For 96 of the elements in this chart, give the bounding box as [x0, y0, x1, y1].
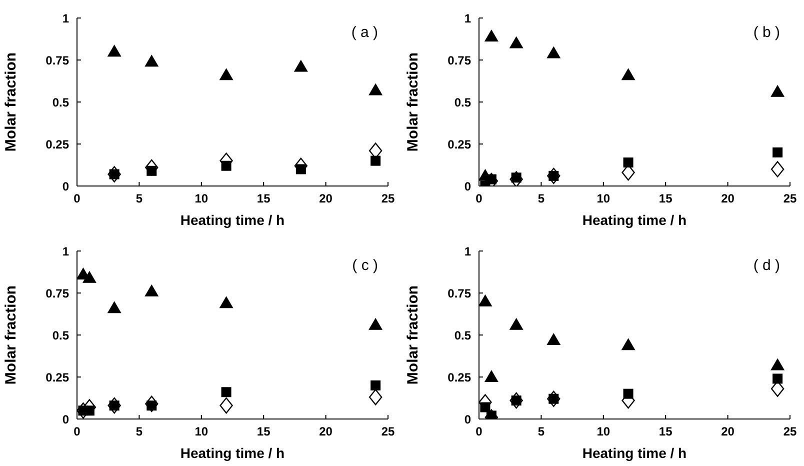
- x-tick-label: 20: [721, 424, 735, 439]
- x-axis-title: Heating time / h: [582, 445, 687, 461]
- point: [108, 166, 121, 182]
- y-axis-title: Molar fraction: [404, 285, 422, 385]
- point: [510, 171, 523, 186]
- x-tick-label: 25: [381, 192, 395, 206]
- y-tick-label: 0: [464, 179, 472, 194]
- y-tick-label: 0.25: [448, 370, 472, 384]
- point: [107, 44, 122, 57]
- point: [294, 60, 308, 72]
- point: [547, 390, 560, 407]
- point: [484, 370, 498, 382]
- y-tick-label: 0.75: [448, 286, 472, 300]
- point: [484, 29, 498, 42]
- x-tick-label: 0: [476, 192, 483, 206]
- y-tick-label: 0.75: [46, 286, 70, 300]
- x-tick-label: 5: [538, 424, 545, 439]
- point: [621, 338, 636, 350]
- x-tick-label: 10: [596, 424, 610, 439]
- x-axis-title: Heating time / h: [582, 212, 687, 228]
- point: [221, 387, 232, 398]
- point: [144, 54, 159, 67]
- point: [82, 270, 96, 283]
- x-tick-label: 5: [136, 192, 143, 206]
- y-tick-label: 0.25: [46, 370, 70, 384]
- point: [368, 318, 383, 330]
- y-tick-label: 1: [62, 244, 70, 258]
- y-tick-label: 0.5: [52, 95, 70, 110]
- x-tick-label: 10: [596, 192, 610, 206]
- x-tick-label: 0: [74, 192, 81, 206]
- annotation: ( c ): [352, 257, 378, 274]
- point: [219, 296, 234, 308]
- y-axis-title: Molar fraction: [2, 52, 20, 152]
- x-tick-label: 20: [319, 192, 333, 206]
- x-tick-label: 25: [381, 424, 395, 439]
- point: [220, 397, 233, 414]
- x-tick-label: 20: [721, 192, 735, 206]
- x-tick-label: 0: [74, 424, 81, 439]
- point: [144, 284, 159, 296]
- x-tick-label: 15: [256, 424, 271, 439]
- point: [772, 374, 783, 384]
- point: [623, 157, 634, 168]
- y-tick-label: 0: [62, 179, 70, 194]
- point: [219, 68, 234, 80]
- y-tick-label: 0.75: [448, 53, 472, 68]
- annotation: ( a ): [351, 24, 378, 41]
- point: [107, 301, 122, 314]
- point: [509, 318, 524, 330]
- point: [772, 147, 783, 158]
- annotation: ( d ): [753, 257, 780, 274]
- y-tick-label: 0.25: [448, 137, 472, 152]
- y-axis-title: Molar fraction: [404, 52, 422, 152]
- point: [479, 294, 492, 306]
- x-tick-label: 10: [194, 192, 208, 206]
- point: [621, 68, 636, 80]
- point: [509, 36, 524, 48]
- point: [145, 396, 158, 412]
- x-tick-label: 5: [538, 192, 545, 206]
- point: [546, 333, 561, 346]
- point: [547, 168, 560, 184]
- point: [770, 161, 784, 178]
- y-tick-label: 0.25: [46, 137, 70, 152]
- x-tick-label: 25: [783, 192, 797, 206]
- x-tick-label: 10: [194, 424, 208, 439]
- y-tick-label: 0.5: [454, 328, 472, 342]
- x-tick-label: 20: [319, 424, 333, 439]
- point: [82, 399, 96, 416]
- x-tick-label: 0: [476, 424, 483, 439]
- point: [145, 159, 158, 176]
- x-tick-label: 25: [783, 424, 797, 439]
- point: [368, 389, 382, 406]
- point: [108, 397, 121, 414]
- y-tick-label: 0.5: [52, 328, 70, 342]
- y-tick-label: 0.5: [454, 95, 472, 110]
- annotation: ( b ): [753, 24, 780, 41]
- point: [546, 46, 561, 58]
- y-tick-label: 1: [62, 11, 70, 26]
- point: [370, 156, 381, 166]
- y-tick-label: 0.75: [46, 53, 70, 68]
- x-axis-title: Heating time / h: [180, 445, 285, 461]
- point: [294, 158, 308, 174]
- point: [370, 380, 381, 390]
- point: [510, 392, 523, 409]
- y-tick-label: 0: [464, 412, 472, 426]
- point: [770, 84, 785, 97]
- x-axis-title: Heating time / h: [180, 212, 285, 228]
- x-tick-label: 5: [136, 424, 143, 439]
- point: [368, 83, 383, 96]
- y-axis-title: Molar fraction: [2, 285, 20, 385]
- x-tick-label: 15: [658, 424, 673, 439]
- y-tick-label: 1: [464, 11, 472, 26]
- x-tick-label: 15: [256, 192, 271, 206]
- y-tick-label: 1: [464, 244, 472, 258]
- y-tick-label: 0: [62, 412, 70, 426]
- point: [770, 358, 785, 370]
- x-tick-label: 15: [658, 192, 673, 206]
